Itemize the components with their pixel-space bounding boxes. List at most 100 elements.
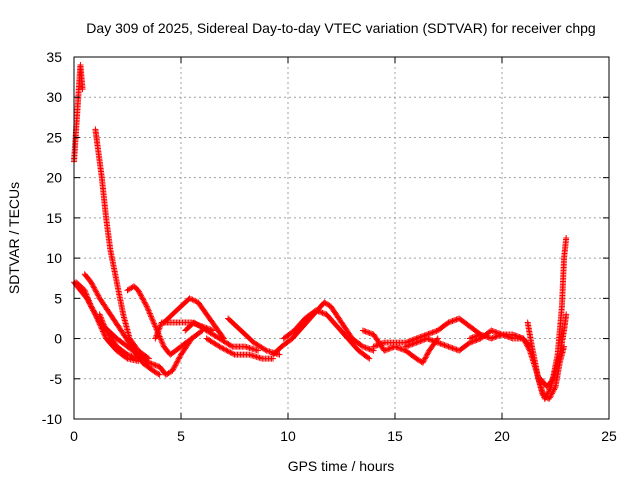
data-point [136,289,143,296]
x-tick-label: 20 [494,428,510,444]
data-point [408,341,415,348]
data-point [426,330,433,337]
data-point [315,308,322,315]
data-point [378,340,385,347]
data-point [171,363,178,370]
data-point [97,314,104,321]
data-point [441,342,448,349]
data-point [432,338,439,345]
data-point [366,346,373,353]
data-point [138,292,145,299]
data-point [230,350,237,357]
x-tick-label: 0 [70,428,78,444]
y-tick-label: 35 [46,49,62,65]
data-point [152,334,159,341]
data-point [523,340,530,347]
plot-frame [73,56,610,420]
data-point [470,334,477,341]
data-point [124,351,131,358]
data-point [450,345,457,352]
data-point [478,332,485,339]
data-point [158,337,165,344]
data-point [149,317,156,324]
data-point [517,334,524,341]
chart-title: Day 309 of 2025, Sidereal Day-to-day VTE… [86,20,595,36]
data-point [153,332,160,339]
data-point [79,86,86,93]
data-point [485,334,492,341]
data-point [542,394,549,401]
data-point [442,342,449,349]
data-point [450,317,457,324]
data-point [509,331,516,338]
data-point [383,346,390,353]
data-point [374,342,381,349]
data-point [481,333,488,340]
data-point [362,344,369,351]
data-point [452,316,459,323]
data-point [228,342,235,349]
data-point [318,309,325,316]
data-point [142,300,149,307]
data-point [172,362,179,369]
data-point [404,343,411,350]
data-point [379,340,386,347]
data-point [131,354,138,361]
data-point [377,341,384,348]
data-point [138,293,145,300]
data-point [88,303,95,310]
data-point [400,346,407,353]
data-point [150,319,157,326]
data-point [362,328,369,335]
data-point [156,325,163,332]
data-point [446,344,453,351]
data-point [515,333,522,340]
data-point [497,332,504,339]
data-point [489,328,496,335]
data-point [192,298,199,305]
data-point [101,323,108,330]
data-point [146,310,153,317]
data-point [512,332,519,339]
data-point [135,355,142,362]
data-point [492,334,499,341]
data-point [488,335,495,342]
data-point [220,345,227,352]
data-point [148,313,155,320]
data-point [444,320,451,327]
data-point [417,338,424,345]
data-point [493,333,500,340]
data-point [429,337,436,344]
data-point [159,339,166,346]
data-point [426,336,433,343]
data-point [216,343,223,350]
data-point [141,299,148,306]
data-point [123,350,130,357]
data-point [496,332,503,339]
data-point [223,347,230,354]
x-tick-label: 15 [387,428,403,444]
data-point [511,332,518,339]
data-point [444,343,451,350]
data-point [452,346,459,353]
data-point [422,354,429,361]
data-point [386,345,393,352]
data-point [125,352,132,359]
data-point [186,295,193,302]
y-axis-label: SDTVAR / TECUs [6,182,22,294]
data-point [363,329,370,336]
data-point [87,301,94,308]
data-point [365,354,372,361]
data-point [397,345,404,352]
data-point [139,295,146,302]
data-point [88,280,95,287]
data-point [414,339,421,346]
data-point [174,358,181,365]
data-point [159,340,166,347]
data-point [385,346,392,353]
data-point [448,318,455,325]
data-point [370,343,377,350]
x-tick-label: 25 [601,428,617,444]
data-point [144,306,151,313]
